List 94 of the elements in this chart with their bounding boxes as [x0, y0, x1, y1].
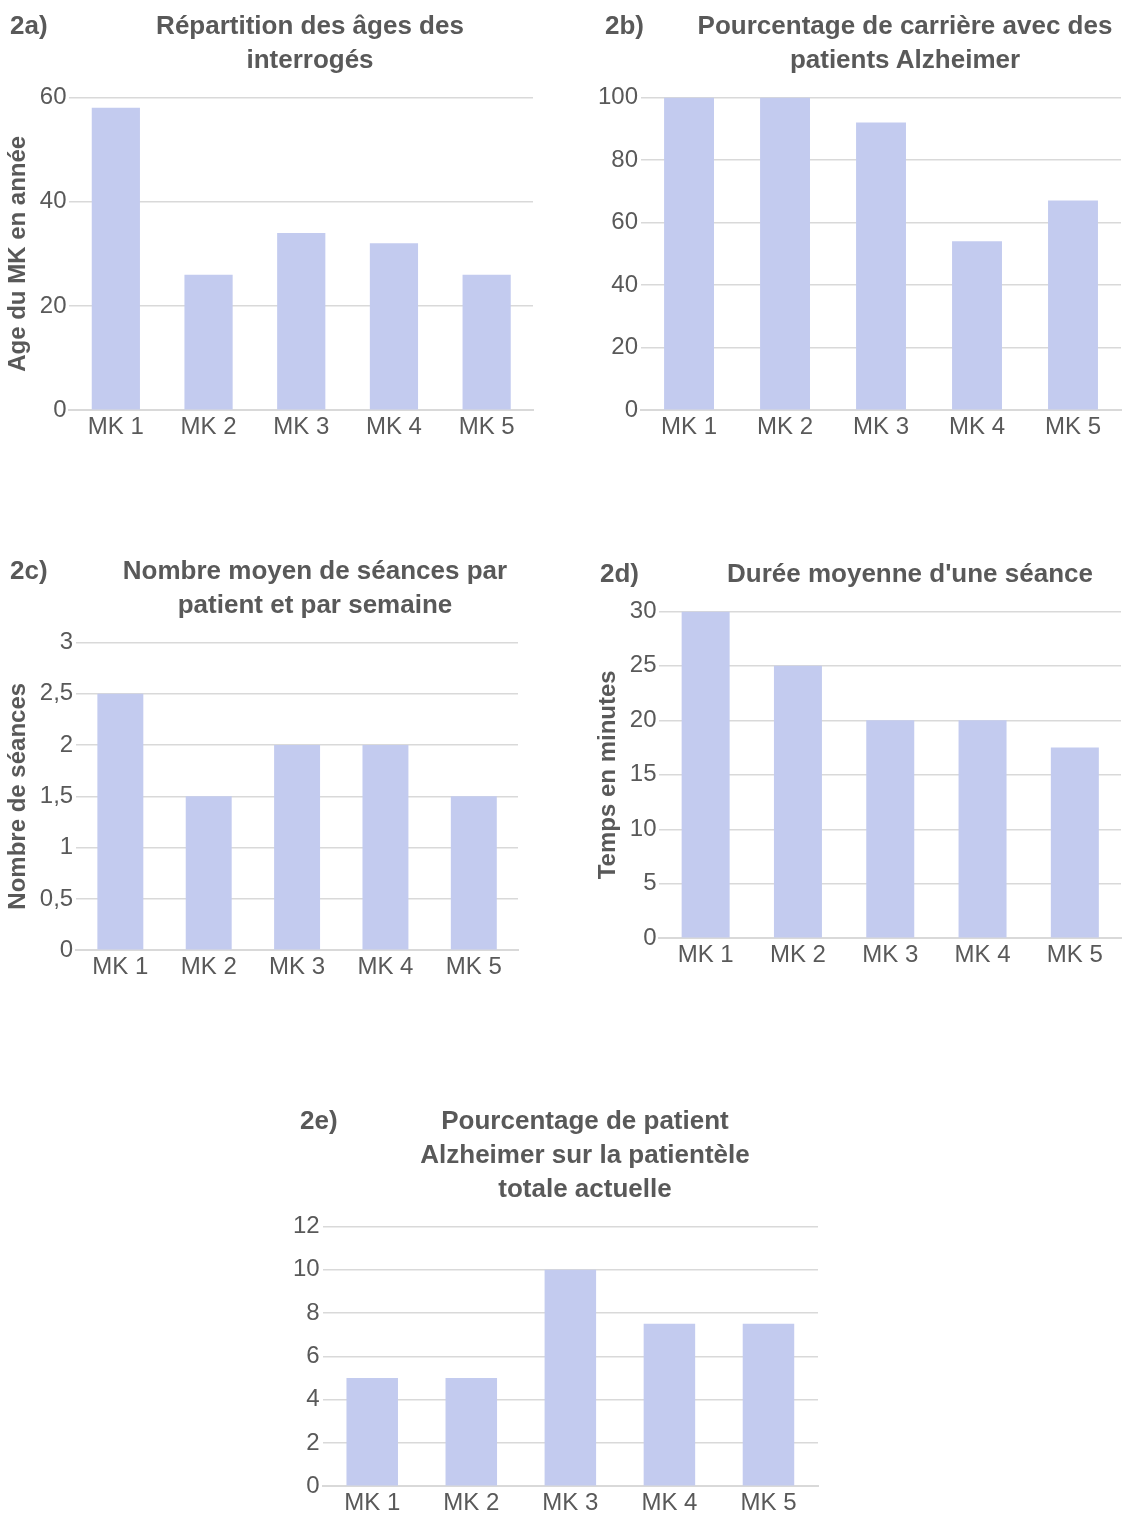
bar — [1048, 200, 1098, 410]
text: 2c) — [10, 555, 48, 586]
x-tick-label: MK 5 — [1045, 412, 1102, 440]
x-tick-label: MK 2 — [180, 412, 237, 440]
chart-title: Nombre moyen de séances par patient et par semaine — [121, 554, 509, 621]
y-tick-label: 30 — [629, 596, 657, 624]
y-tick-label: 15 — [629, 759, 657, 787]
y-tick-label: 2 — [59, 729, 74, 757]
bar — [362, 745, 409, 950]
y-tick-label: 2 — [306, 1427, 320, 1455]
y-tick-label: 5 — [643, 868, 657, 896]
y-tick-label: 0 — [306, 1470, 320, 1498]
x-tick-label: MK 5 — [445, 952, 502, 980]
y-tick-label: 10 — [292, 1254, 320, 1282]
y-axis-title: Temps en minutes — [593, 670, 621, 880]
y-tick-label: 40 — [611, 269, 639, 297]
y-tick-label: 0 — [643, 922, 657, 950]
bar — [369, 243, 419, 410]
x-tick-label: MK 5 — [458, 412, 515, 440]
x-tick-label: MK 1 — [677, 940, 734, 968]
y-tick-label: 60 — [611, 207, 639, 235]
y-axis-title: Nombre de séances — [3, 682, 31, 910]
bar — [91, 107, 140, 410]
y-axis-title: Age du MK en année — [3, 135, 31, 372]
y-tick-label: 12 — [292, 1211, 320, 1239]
bar — [1050, 747, 1099, 938]
x-tick-label: MK 1 — [92, 952, 149, 980]
bar — [856, 122, 906, 410]
bar — [450, 796, 497, 950]
bar — [742, 1323, 795, 1486]
x-tick-label: MK 4 — [357, 952, 414, 980]
x-tick-label: MK 2 — [443, 1488, 500, 1516]
y-tick-label: 3 — [59, 627, 74, 655]
y-tick-label: 80 — [611, 144, 639, 172]
text: 2a) — [10, 10, 48, 41]
bar — [773, 665, 822, 938]
chart-title: Pourcentage de patient Alzheimer sur la patientèle totale actuelle — [419, 1104, 751, 1205]
bar — [952, 241, 1002, 410]
x-tick-label: MK 2 — [769, 940, 826, 968]
y-tick-label: 0 — [624, 394, 639, 422]
bar — [462, 274, 511, 410]
y-tick-label: 40 — [39, 186, 67, 214]
y-tick-label: 0 — [53, 394, 67, 422]
x-tick-label: MK 2 — [180, 952, 237, 980]
y-tick-label: 60 — [39, 82, 67, 110]
bar — [664, 97, 714, 410]
y-tick-label: 1,5 — [39, 780, 74, 808]
x-tick-label: MK 4 — [641, 1488, 698, 1516]
y-tick-label: 20 — [611, 332, 639, 360]
chart-title: Durée moyenne d'une séance — [726, 557, 1094, 590]
y-tick-label: 2,5 — [39, 678, 74, 706]
text: 2d) — [600, 558, 639, 589]
x-tick-label: MK 3 — [273, 412, 330, 440]
x-tick-label: MK 4 — [365, 412, 422, 440]
x-tick-label: MK 4 — [949, 412, 1006, 440]
x-tick-label: MK 3 — [853, 412, 910, 440]
y-tick-label: 100 — [598, 82, 639, 110]
y-tick-label: 20 — [39, 290, 67, 318]
y-tick-label: 20 — [629, 704, 657, 732]
y-tick-label: 25 — [629, 650, 657, 678]
bar — [274, 745, 321, 950]
x-tick-label: MK 4 — [954, 940, 1011, 968]
y-tick-label: 6 — [306, 1340, 320, 1368]
chart-title: Pourcentage de carrière avec des patients Alzheimer — [696, 9, 1114, 76]
bar — [643, 1323, 696, 1486]
y-tick-label: 1 — [59, 832, 74, 860]
x-tick-label: MK 3 — [862, 940, 919, 968]
text: 2b) — [605, 10, 644, 41]
y-tick-label: 10 — [629, 813, 657, 841]
bar — [544, 1269, 597, 1486]
bar — [760, 97, 810, 410]
bar — [958, 720, 1007, 938]
bar — [866, 720, 915, 938]
bar — [445, 1377, 498, 1486]
y-tick-label: 0,5 — [39, 883, 74, 911]
bar — [277, 232, 326, 410]
x-tick-label: MK 3 — [269, 952, 326, 980]
x-tick-label: MK 1 — [661, 412, 718, 440]
x-tick-label: MK 3 — [542, 1488, 599, 1516]
bar — [97, 693, 144, 950]
bar — [681, 611, 730, 938]
x-tick-label: MK 5 — [740, 1488, 797, 1516]
y-tick-label: 0 — [59, 934, 74, 962]
x-tick-label: MK 5 — [1046, 940, 1103, 968]
chart-title: Répartition des âges des interrogés — [155, 9, 465, 76]
y-tick-label: 4 — [306, 1384, 320, 1412]
x-tick-label: MK 1 — [87, 412, 144, 440]
bar — [346, 1377, 398, 1486]
x-tick-label: MK 2 — [757, 412, 814, 440]
bar — [184, 274, 233, 410]
bar — [185, 796, 232, 950]
y-tick-label: 8 — [306, 1297, 320, 1325]
text: 2e) — [300, 1105, 338, 1136]
x-tick-label: MK 1 — [344, 1488, 401, 1516]
